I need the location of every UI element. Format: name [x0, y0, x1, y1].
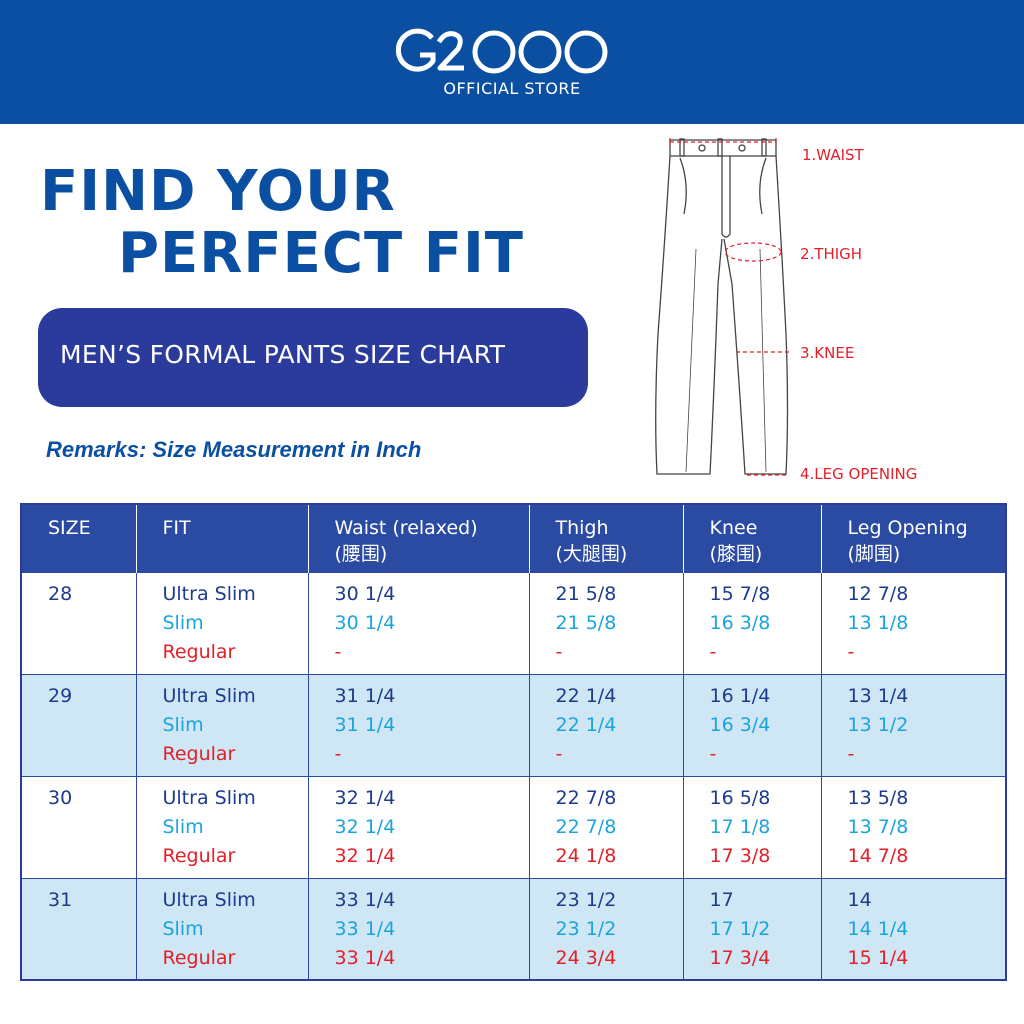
leg-opening-cell: 13 1/4 13 1/2-: [820, 673, 1006, 776]
chart-title-banner: [38, 308, 588, 407]
table-row: 29 Ultra Slim Slim Regular 31 1/4 31 1/4- 2…: [21, 673, 1006, 776]
leg-opening-cell: 12 7/8 13 1/8-: [820, 571, 1006, 674]
table-row: 28 Ultra Slim Slim Regular 30 1/4 30 1/4- 2…: [21, 571, 1006, 674]
header-waist: Waist (relaxed) (腰围): [307, 504, 529, 572]
leg-opening-cell: 14 14 1/4 15 1/4: [820, 877, 1006, 980]
knee-cell: 17 17 1/2 17 3/4: [682, 877, 821, 980]
table-row: 31 Ultra Slim Slim Regular 33 1/4 33 1/4 33 …: [21, 877, 1006, 980]
header-size: SIZE: [21, 504, 136, 572]
thigh-cell: 21 5/8 21 5/8-: [528, 571, 683, 674]
knee-cell: 16 5/8 17 1/8 17 3/8: [682, 775, 821, 878]
remarks: Remarks: Size Measurement in Inch: [46, 437, 422, 462]
label-knee: 3.KNEE: [800, 344, 855, 362]
header-leg-opening: Leg Opening (脚围): [820, 504, 1006, 572]
waist-cell: 32 1/4 32 1/4 32 1/4: [307, 775, 529, 878]
header-thigh: Thigh (大腿围): [528, 504, 683, 572]
thigh-cell: 22 7/8 22 7/8 24 1/8: [528, 775, 683, 878]
pants-diagram: [655, 138, 790, 476]
knee-cell: 16 1/4 16 3/4-: [682, 673, 821, 776]
headline-line-2: PERFECT FIT: [118, 221, 525, 286]
chart-title: MEN’S FORMAL PANTS SIZE CHART: [60, 340, 506, 369]
label-waist: 1.WAIST: [802, 146, 864, 164]
official-store-label: OFFICIAL STORE: [443, 79, 581, 98]
thigh-cell: 22 1/4 22 1/4-: [528, 673, 683, 776]
size-cell: 28: [21, 571, 136, 674]
label-thigh: 2.THIGH: [800, 245, 863, 263]
waist-cell: 33 1/4 33 1/4 33 1/4: [307, 877, 529, 980]
label-leg-opening: 4.LEG OPENING: [800, 465, 918, 483]
header-knee: Knee (膝围): [682, 504, 821, 572]
waist-cell: 31 1/4 31 1/4-: [307, 673, 529, 776]
waist-cell: 30 1/4 30 1/4-: [307, 571, 529, 674]
fit-cell: Ultra Slim Slim Regular: [135, 673, 308, 776]
leg-opening-cell: 13 5/8 13 7/8 14 7/8: [820, 775, 1006, 878]
thigh-cell: 23 1/2 23 1/2 24 3/4: [528, 877, 683, 980]
size-cell: 30: [21, 775, 136, 878]
table-header-row: SIZE FIT Waist (relaxed) (腰围) Thigh (大腿围) …: [21, 504, 1006, 572]
fit-cell: Ultra Slim Slim Regular: [135, 571, 308, 674]
size-cell: 31: [21, 877, 136, 980]
knee-cell: 15 7/8 16 3/8-: [682, 571, 821, 674]
g2000-logo: [395, 28, 608, 74]
size-chart-table: SIZE FIT Waist (relaxed) (腰围) Thigh (大腿围) …: [20, 503, 1007, 981]
headline-line-1: FIND YOUR: [40, 159, 396, 224]
size-cell: 29: [21, 673, 136, 776]
table-row: 30 Ultra Slim Slim Regular 32 1/4 32 1/4 32 …: [21, 775, 1006, 878]
fit-cell: Ultra Slim Slim Regular: [135, 775, 308, 878]
header-fit: FIT: [135, 504, 308, 572]
fit-cell: Ultra Slim Slim Regular: [135, 877, 308, 980]
